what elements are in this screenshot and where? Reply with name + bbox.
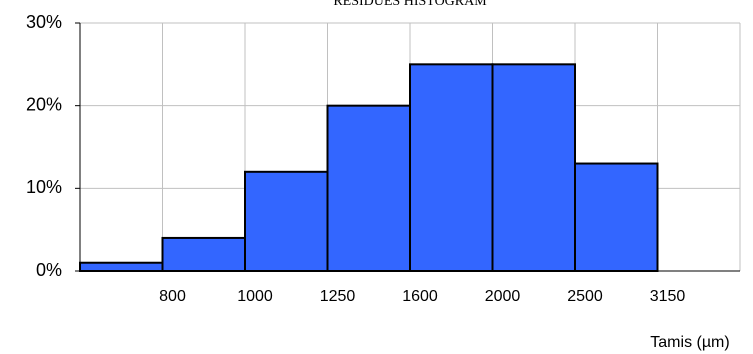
x-tick-label: 1250	[320, 288, 356, 305]
x-axis-label: Tamis (µm)	[650, 334, 729, 351]
y-tick-label: 10%	[26, 177, 62, 197]
x-tick-label: 3150	[650, 288, 686, 305]
bar	[491, 63, 576, 273]
chart-title: RESIDUES HISTOGRAM	[333, 0, 487, 9]
x-tick-label: 1600	[402, 288, 438, 305]
bar	[244, 170, 329, 272]
bar	[326, 104, 411, 272]
x-tick-label: 1000	[237, 288, 273, 305]
bar	[79, 261, 164, 273]
bar	[574, 162, 659, 273]
x-tick-label: 2500	[567, 288, 603, 305]
x-tick-label: 800	[159, 288, 186, 305]
bar	[161, 236, 246, 272]
y-tick-label: 0%	[36, 260, 62, 280]
y-tick-label: 30%	[26, 12, 62, 32]
y-tick-label: 20%	[26, 94, 62, 114]
bar	[409, 63, 494, 273]
x-tick-label: 2000	[485, 288, 521, 305]
